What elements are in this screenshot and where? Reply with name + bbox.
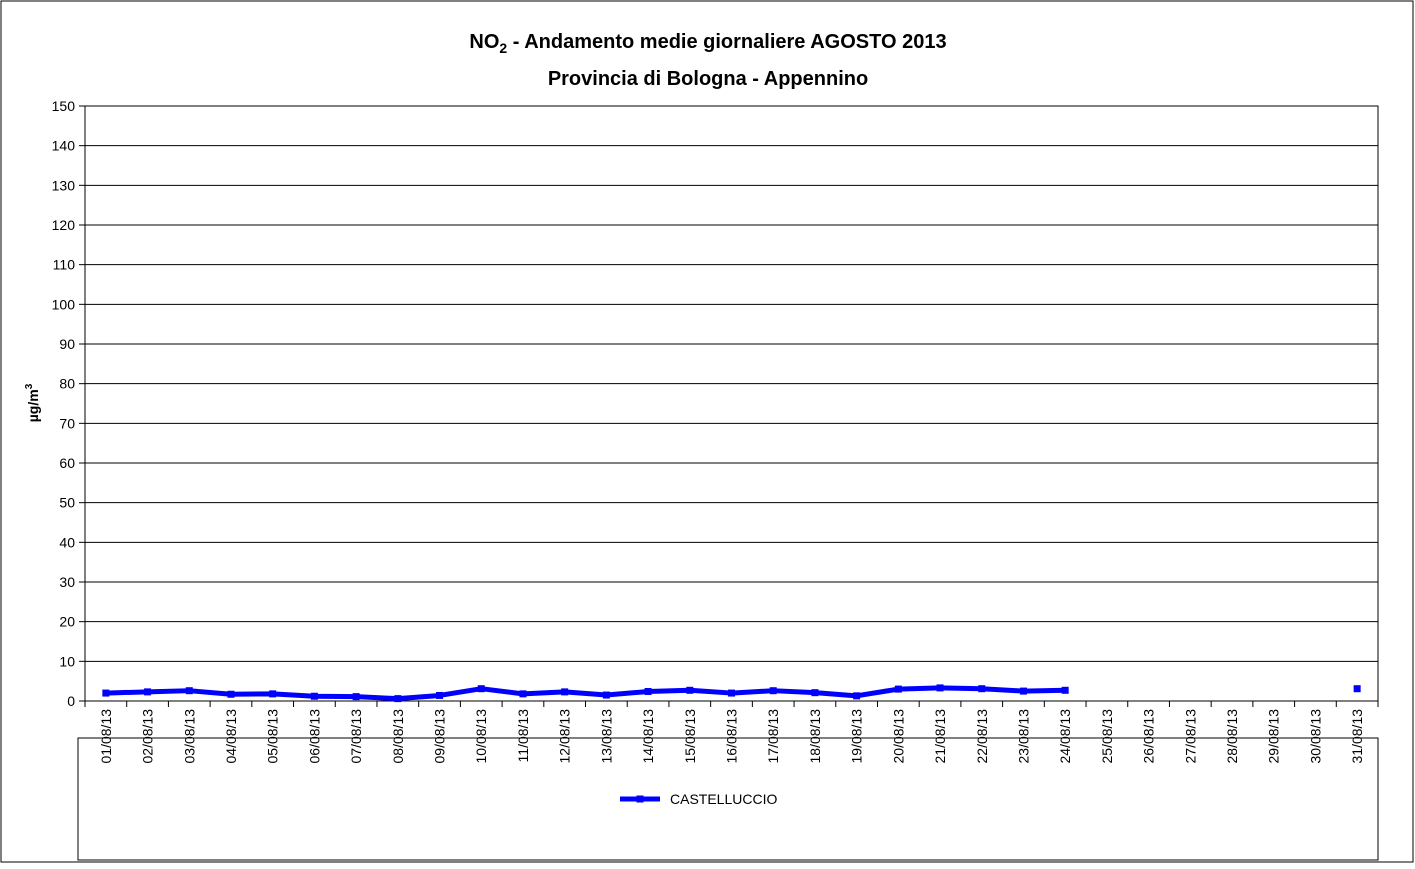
title-rest: - Andamento medie giornaliere AGOSTO 201… — [507, 31, 946, 53]
data-point — [144, 688, 152, 696]
y-tick-label: 100 — [52, 296, 76, 312]
x-tick-label: 29/08/13 — [1266, 709, 1282, 764]
data-point — [602, 691, 610, 699]
plot-area — [84, 105, 1379, 702]
y-tick-label: 120 — [52, 217, 76, 233]
x-tick-label: 17/08/13 — [765, 709, 781, 764]
data-point — [352, 693, 360, 701]
x-tick-label: 26/08/13 — [1141, 709, 1157, 764]
x-tick-label: 21/08/13 — [932, 709, 948, 764]
data-point — [436, 691, 444, 699]
data-point — [978, 685, 986, 693]
y-axis-label: µg/m3 — [24, 383, 41, 422]
x-tick-label: 07/08/13 — [348, 709, 364, 764]
x-tick-label: 28/08/13 — [1224, 709, 1240, 764]
x-tick-label: 12/08/13 — [557, 709, 573, 764]
x-tick-label: 04/08/13 — [223, 709, 239, 764]
x-tick-label: 23/08/13 — [1015, 709, 1031, 764]
y-tick-label: 40 — [59, 534, 75, 550]
x-tick-label: 16/08/13 — [724, 709, 740, 764]
x-tick-label: 24/08/13 — [1057, 709, 1073, 764]
y-label-main: µg/m — [25, 389, 41, 422]
y-tick-label: 140 — [52, 138, 76, 154]
y-tick-label: 50 — [59, 495, 75, 511]
x-tick-label: 06/08/13 — [306, 709, 322, 764]
data-point — [519, 690, 527, 698]
data-point — [811, 689, 819, 697]
x-tick-label: 11/08/13 — [515, 709, 531, 763]
data-point — [185, 687, 193, 695]
data-point — [1061, 686, 1069, 694]
x-tick-label: 14/08/13 — [640, 709, 656, 764]
x-tick-label: 18/08/13 — [807, 709, 823, 764]
y-tick-label: 30 — [59, 574, 75, 590]
data-point — [1353, 685, 1361, 693]
data-point — [728, 689, 735, 697]
title-sub: 2 — [499, 40, 507, 56]
x-tick-label: 22/08/13 — [974, 709, 990, 764]
y-tick-label: 150 — [52, 98, 76, 114]
x-tick-label: 31/08/13 — [1349, 709, 1365, 764]
x-tick-label: 08/08/13 — [390, 709, 406, 764]
x-tick-label: 03/08/13 — [181, 709, 197, 764]
legend-marker — [636, 795, 644, 803]
y-tick-label: 110 — [53, 257, 76, 273]
data-point — [644, 687, 652, 695]
data-point — [102, 689, 110, 697]
title-main: NO — [469, 31, 499, 53]
data-point — [477, 685, 485, 693]
y-tick-label: 10 — [59, 653, 75, 669]
y-tick-label: 80 — [59, 376, 75, 392]
data-point — [269, 690, 277, 698]
x-tick-label: 27/08/13 — [1182, 709, 1198, 764]
y-label-sup: 3 — [24, 383, 35, 389]
legend-label: CASTELLUCCIO — [670, 791, 777, 807]
x-tick-label: 19/08/13 — [849, 709, 865, 764]
x-tick-label: 05/08/13 — [265, 709, 281, 764]
x-tick-label: 02/08/13 — [140, 709, 156, 764]
data-point — [394, 695, 402, 703]
y-tick-label: 20 — [59, 614, 75, 630]
data-point — [853, 692, 861, 700]
data-point — [936, 684, 944, 692]
x-tick-label: 10/08/13 — [473, 709, 489, 764]
data-point — [310, 692, 318, 700]
x-tick-label: 01/08/13 — [98, 709, 114, 764]
data-point — [686, 686, 694, 694]
y-tick-label: 70 — [59, 415, 75, 431]
chart-title: NO2 - Andamento medie giornaliere AGOSTO… — [469, 31, 946, 56]
x-tick-label: 25/08/13 — [1099, 709, 1115, 764]
legend-box — [77, 737, 1379, 861]
y-tick-label: 0 — [67, 693, 75, 709]
y-tick-label: 130 — [52, 177, 76, 193]
x-tick-label: 20/08/13 — [890, 709, 906, 764]
x-tick-label: 09/08/13 — [432, 709, 448, 764]
chart-subtitle: Provincia di Bologna - Appennino — [548, 68, 868, 90]
x-tick-label: 15/08/13 — [682, 709, 698, 764]
data-point — [894, 685, 902, 693]
x-tick-label: 30/08/13 — [1307, 709, 1323, 764]
data-point — [227, 690, 235, 698]
y-tick-label: 90 — [59, 336, 75, 352]
y-tick-label: 60 — [59, 455, 75, 471]
x-tick-label: 13/08/13 — [598, 709, 614, 764]
data-point — [769, 687, 777, 695]
data-point — [561, 688, 569, 696]
data-point — [1019, 687, 1027, 695]
